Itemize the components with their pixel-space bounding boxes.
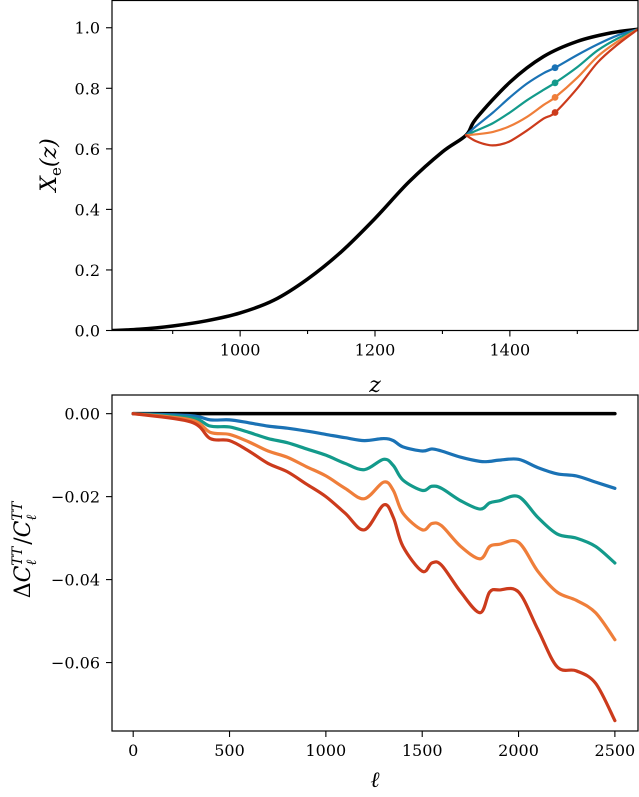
- bottom-y-tick-label: 0.00: [64, 405, 100, 424]
- top-markers-group: [551, 64, 559, 116]
- ionization-fraction-panel: 1000 1200 1400 0.0 0.2 0.4 0.6 0.8 1.0 z Xe(z): [37, 0, 639, 398]
- bottom-y-tick-label: −0.04: [51, 571, 100, 590]
- top-marker-2: [551, 93, 559, 101]
- bottom-y-tick-label: −0.06: [51, 654, 100, 673]
- bottom-x-tick-label: 1000: [306, 741, 347, 760]
- top-y-tick-label: 0.6: [75, 140, 100, 159]
- top-y-tick-label: 0.0: [75, 322, 100, 341]
- top-series-blue: [464, 28, 638, 137]
- top-series-group: [112, 27, 638, 331]
- bottom-series-group: [131, 411, 617, 723]
- top-x-tick-label: 1200: [355, 341, 396, 360]
- top-y-tick-label: 0.2: [75, 261, 100, 280]
- top-axis-ticks: 1000 1200 1400 0.0 0.2 0.4 0.6 0.8 1.0: [75, 19, 578, 360]
- bottom-y-tick-label: −0.02: [51, 488, 100, 507]
- top-series-red: [464, 28, 638, 147]
- tt-spectrum-residual-panel: 0 500 1000 1500 2000 25000.00−0.02−0.04−0.06 …: [10, 394, 639, 793]
- bottom-axis-ticks: 0 500 1000 1500 2000 2500 0.00 −0.02 −0.04 −0.06: [51, 405, 635, 760]
- top-marker-0: [551, 64, 559, 72]
- bottom-x-tick-label: 0: [128, 741, 138, 760]
- top-y-tick-label: 0.4: [75, 200, 100, 219]
- top-y-tick-label: 0.8: [75, 79, 100, 98]
- bottom-x-tick-label: 1500: [402, 741, 443, 760]
- bottom-x-tick-label: 2500: [595, 741, 636, 760]
- bottom-series-red: [131, 412, 617, 723]
- top-x-tick-label: 1400: [490, 341, 531, 360]
- bottom-series-teal: [131, 412, 617, 565]
- top-x-axis-title: z: [368, 373, 381, 398]
- top-series-orange: [464, 28, 638, 137]
- top-x-tick-label: 1000: [220, 341, 261, 360]
- top-marker-3: [551, 109, 559, 116]
- bottom-series-orange: [131, 412, 617, 642]
- top-series-teal: [464, 28, 638, 137]
- bottom-x-tick-label: 500: [214, 741, 245, 760]
- top-y-tick-label: 1.0: [75, 19, 100, 38]
- bottom-x-axis-title: ℓ: [370, 768, 380, 793]
- bottom-plot-frame: [111, 394, 639, 732]
- bottom-y-axis-title: ΔCℓTT/CℓTT: [10, 500, 40, 598]
- top-series-fiducial: [112, 27, 638, 331]
- bottom-series-blue: [131, 412, 617, 490]
- top-marker-1: [551, 79, 559, 87]
- top-y-axis-title: Xe(z): [37, 138, 65, 193]
- bottom-x-tick-label: 2000: [498, 741, 539, 760]
